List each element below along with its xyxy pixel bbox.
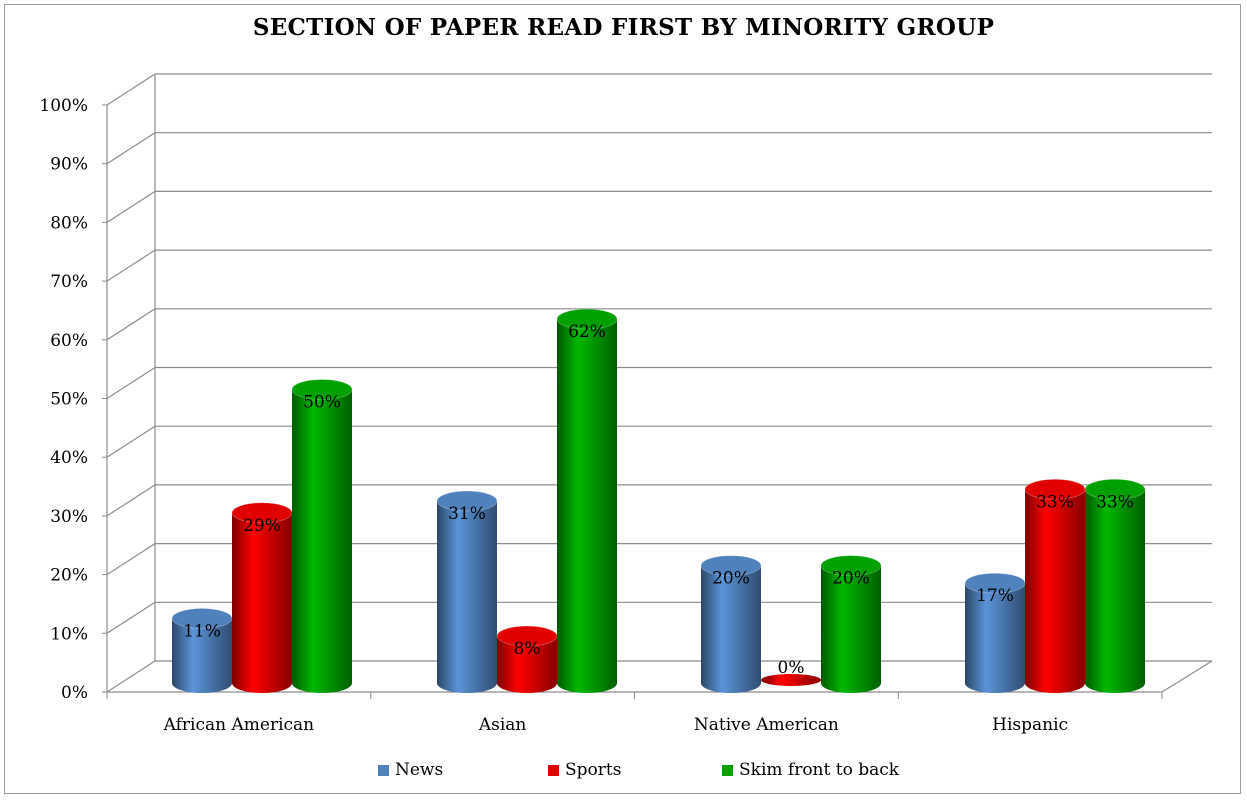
bar-cylinder-body [1085,489,1145,693]
bar-cylinder-body [821,565,881,693]
data-label: 33% [1096,492,1134,512]
bar-cylinder-body [172,618,232,693]
bar-cylinder-body [1025,489,1085,693]
x-tick-label: Asian [478,715,527,735]
axes: 0% 10% 20% 30% 40% 50% 60% 70% 80% 90% 100% African… [39,74,1213,735]
legend-item-news: News [378,760,443,780]
x-tick-label: African American [163,715,315,735]
x-tick-label: Hispanic [992,715,1068,735]
y-tick-label: 100% [39,96,88,116]
data-label: 8% [514,639,541,659]
bar-cylinder-top [436,490,498,512]
y-tick-label: 80% [50,213,88,233]
y-tick-label: 60% [50,331,88,351]
y-tick-label: 70% [50,272,88,292]
legend-label-sports: Sports [565,760,622,780]
bar-cylinder-body [437,501,497,693]
data-label: 17% [976,586,1014,606]
legend-label-skim: Skim front to back [739,760,900,780]
gridline-diagonal [106,425,156,458]
data-label: 0% [778,658,805,678]
y-tick-label: 0% [61,683,88,703]
data-label: 31% [448,504,486,524]
legend-label-news: News [395,760,444,780]
legend-swatch-news [378,764,389,776]
bar-cylinder-body [497,636,557,693]
legend-swatch-skim [722,764,733,776]
data-labels: 11% 29% 50% 31% 8% 62% 20% 0% 20% 17% 33% 33% [183,322,1134,678]
y-tick-label: 90% [50,155,88,175]
bar-cylinder-body [701,565,761,693]
gridline-diagonal [106,601,156,634]
bar-cylinder-body [292,389,352,693]
y-tick-label: 10% [50,624,88,644]
data-label: 29% [243,516,281,536]
data-label: 62% [568,322,606,342]
data-label: 20% [712,569,750,589]
gridline-diagonal [106,366,156,400]
gridline-diagonal [106,543,156,576]
bars [171,308,1146,693]
bar-cylinder-body [965,583,1025,693]
bar-cylinder-top [700,555,762,577]
legend-item-sports: Sports [548,760,621,780]
bar-cylinder-body [232,512,292,693]
data-label: 33% [1036,492,1074,512]
bar-cylinder-top [291,379,353,400]
bar-cylinder-body [557,319,617,693]
y-tick-label: 20% [50,566,88,586]
data-label: 50% [303,393,341,413]
x-tick-label: Native American [694,715,839,735]
bar-cylinder-top [1084,478,1146,500]
y-tick-label: 30% [50,507,88,527]
gridline-diagonal [106,73,156,106]
floor-edge [1161,660,1213,693]
gridline-diagonal [106,190,156,223]
bar-cylinder-top [820,555,882,577]
chart-title: SECTION OF PAPER READ FIRST BY MINORITY … [252,14,995,41]
gridline-diagonal [106,660,156,693]
y-tick-label: 40% [50,448,88,468]
legend-swatch-sports [548,764,559,776]
legend-item-skim: Skim front to back [722,760,899,780]
gridline-diagonal [106,308,156,341]
gridline-diagonal [106,132,156,165]
gridline-diagonal [106,249,156,282]
bar-cylinder-top [556,308,618,330]
data-label: 20% [832,569,870,589]
data-label: 11% [183,621,221,641]
bar-cylinder-disc [761,674,821,686]
y-tick-label: 50% [50,390,88,410]
gridline-diagonal [106,484,156,517]
